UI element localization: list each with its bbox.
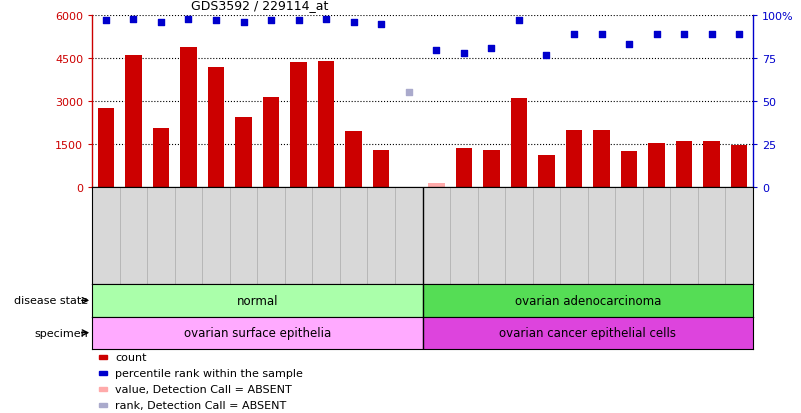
Bar [648,143,665,188]
Point [292,18,305,24]
Text: rank, Detection Call = ABSENT: rank, Detection Call = ABSENT [115,400,287,410]
Point [348,20,360,26]
Point [402,90,415,97]
Bar [703,142,720,188]
Point [127,16,140,23]
Point [485,45,497,52]
Bar [423,285,753,317]
Bar [483,150,500,188]
Point [733,32,746,38]
Text: count: count [115,352,147,362]
Bar [594,131,610,188]
Bar [99,387,107,391]
Point [513,18,525,24]
Bar [423,317,753,349]
Point [705,32,718,38]
Text: ovarian cancer epithelial cells: ovarian cancer epithelial cells [499,326,676,339]
Bar [99,371,107,375]
Bar [731,146,747,188]
Bar [263,97,280,188]
Point [568,32,581,38]
Point [430,47,443,54]
Text: value, Detection Call = ABSENT: value, Detection Call = ABSENT [115,384,292,394]
Text: normal: normal [236,294,278,307]
Point [622,42,635,49]
Bar [511,99,527,188]
Bar [456,149,472,188]
Point [210,18,223,24]
Text: disease state: disease state [14,296,88,306]
Bar [92,317,423,349]
Text: ovarian surface epithelia: ovarian surface epithelia [183,326,331,339]
Point [375,21,388,28]
Point [237,20,250,26]
Bar [125,56,142,188]
Bar [207,67,224,188]
Bar [345,132,362,188]
Point [540,52,553,59]
Text: specimen: specimen [34,328,88,338]
Bar [566,131,582,188]
Bar [538,156,554,188]
Bar [291,63,307,188]
Text: percentile rank within the sample: percentile rank within the sample [115,368,303,378]
Point [320,16,332,23]
Bar [92,285,423,317]
Bar [373,150,389,188]
Text: GDS3592 / 229114_at: GDS3592 / 229114_at [191,0,328,12]
Bar [99,355,107,359]
Point [457,50,470,57]
Point [182,16,195,23]
Bar [676,142,692,188]
Bar [98,109,115,188]
Bar [428,184,445,188]
Text: ovarian adenocarcinoma: ovarian adenocarcinoma [514,294,661,307]
Point [678,32,690,38]
Point [99,18,112,24]
Bar [621,152,638,188]
Point [155,20,167,26]
Bar [180,47,197,188]
Bar [318,62,335,188]
Point [650,32,663,38]
Bar [235,118,252,188]
Point [264,18,277,24]
Bar [153,129,169,188]
Point [595,32,608,38]
Bar [99,403,107,407]
